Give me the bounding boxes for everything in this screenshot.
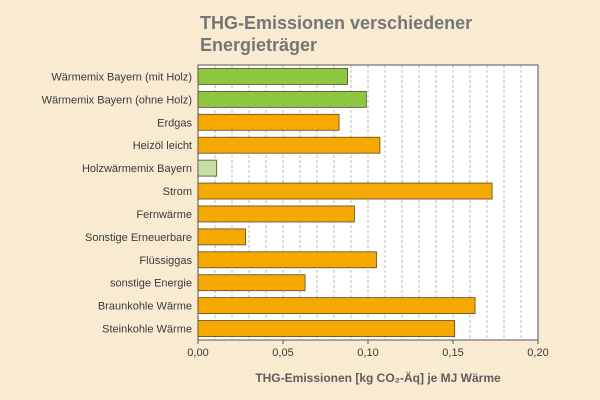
category-label: Wärmemix Bayern (ohne Holz) [42,94,192,106]
category-label: Heizöl leicht [133,140,192,152]
bar [197,205,355,223]
tick-label: 0,15 [442,347,463,359]
x-axis-title: THG-Emissionen [kg CO₂-Äq] je MJ Wärme [255,370,501,385]
bar [197,90,367,108]
category-label: Fernwärme [136,209,192,221]
tick-label: 0,05 [272,347,293,359]
category-label: Wärmemix Bayern (mit Holz) [51,71,192,83]
category-label: Braunkohle Wärme [98,301,192,313]
bar [197,182,493,200]
bar [197,68,349,85]
tick-label: 0,10 [357,347,378,359]
category-label: Erdgas [157,117,192,129]
bar [197,274,306,292]
category-label: sonstige Energie [110,278,192,290]
category-label: Holzwärmemix Bayern [82,163,192,175]
bar [197,228,246,246]
bar [197,159,218,177]
tick-label: 0,20 [527,347,548,359]
bar [197,320,456,337]
category-label: Strom [163,186,192,198]
tick-label: 0,00 [187,347,208,359]
chart-title: THG-Emissionen verschiedener Energieträg… [200,13,473,55]
bar [197,113,340,131]
bar [197,297,476,315]
category-label: Sonstige Erneuerbare [85,232,192,244]
bar [197,136,381,154]
category-label: Steinkohle Wärme [102,324,192,336]
category-label: Flüssiggas [139,255,192,267]
bar [197,251,377,269]
